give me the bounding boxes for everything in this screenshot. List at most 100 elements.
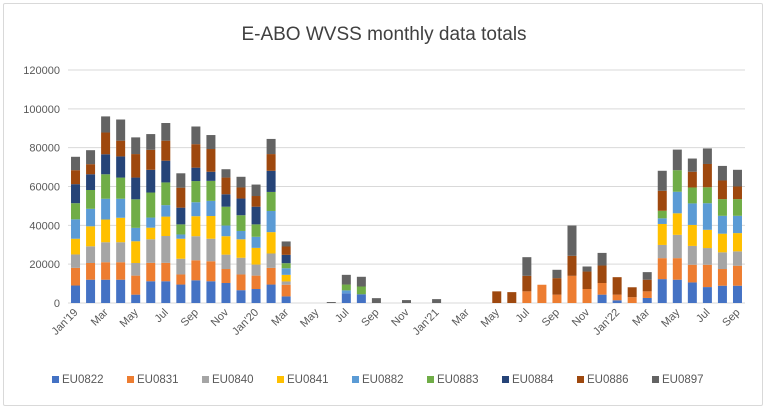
bar-segment-eu0886 — [597, 265, 607, 284]
y-tick-label: 40000 — [29, 220, 60, 232]
bar-segment-eu0822 — [161, 281, 171, 303]
bar-segment-eu0882 — [341, 290, 351, 294]
bar-segment-eu0822 — [131, 294, 141, 303]
bar-segment-eu0822 — [101, 279, 111, 303]
bar-segment-eu0886 — [567, 255, 577, 276]
chart-frame — [3, 3, 763, 406]
bar-segment-eu0882 — [657, 218, 667, 224]
bar-segment-eu0882 — [251, 236, 261, 248]
bar-segment-eu0897 — [371, 298, 381, 303]
legend-swatch-eu0822 — [52, 376, 59, 383]
bar-segment-eu0841 — [191, 216, 201, 237]
bar-segment-eu0886 — [582, 271, 592, 290]
bar-segment-eu0897 — [432, 299, 442, 303]
bar-segment-eu0883 — [341, 284, 351, 291]
bar-segment-eu0831 — [627, 297, 637, 303]
legend-label-eu0884: EU0884 — [512, 374, 554, 386]
bar-segment-eu0883 — [221, 206, 231, 226]
bar-segment-eu0897 — [206, 135, 216, 150]
bar-segment-eu0822 — [251, 289, 261, 303]
bar-segment-eu0831 — [161, 262, 171, 282]
y-tick-label: 120000 — [23, 65, 60, 77]
bar-segment-eu0840 — [101, 242, 111, 263]
bar-segment-eu0831 — [567, 275, 577, 303]
bar-segment-eu0882 — [146, 217, 156, 228]
bar-segment-eu0886 — [657, 190, 667, 211]
bar-segment-eu0886 — [161, 140, 171, 161]
bar-segment-eu0822 — [266, 284, 276, 303]
bar-segment-eu0840 — [266, 253, 276, 268]
bar-segment-eu0886 — [687, 171, 697, 188]
bar-segment-eu0897 — [71, 156, 81, 171]
legend-swatch-eu0831 — [127, 376, 134, 383]
bar-segment-eu0897 — [251, 184, 261, 197]
bar-segment-eu0822 — [732, 285, 742, 303]
x-tick-label: Sep — [540, 307, 562, 329]
bar-segment-eu0897 — [642, 272, 652, 280]
bar-segment-eu0884 — [191, 167, 201, 182]
bar-segment-eu0886 — [522, 275, 532, 292]
x-tick-label: Nov — [389, 306, 412, 329]
bar-segment-eu0831 — [101, 262, 111, 280]
bar-segment-eu0886 — [507, 292, 517, 303]
legend-label-eu0822: EU0822 — [62, 374, 104, 386]
bar-segment-eu0840 — [657, 244, 667, 259]
bar-segment-eu0886 — [702, 163, 712, 188]
bar-segment-eu0841 — [702, 229, 712, 249]
bar-segment-eu0822 — [717, 285, 727, 303]
bar-segment-eu0841 — [221, 236, 231, 255]
bar-segment-eu0831 — [672, 258, 682, 280]
bar-segment-eu0897 — [221, 169, 231, 178]
bar-segment-eu0841 — [101, 219, 111, 243]
bar-segment-eu0883 — [161, 182, 171, 206]
bar-segment-eu0884 — [176, 207, 186, 225]
legend-label-eu0882: EU0882 — [362, 374, 404, 386]
bar-segment-eu0886 — [206, 149, 216, 172]
bar-segment-eu0884 — [146, 169, 156, 193]
bar-segment-eu0841 — [672, 213, 682, 235]
bar-segment-eu0840 — [206, 238, 216, 262]
bar-segment-eu0886 — [176, 187, 186, 208]
bar-segment-eu0822 — [86, 279, 96, 303]
x-tick-label: Jan'21 — [411, 307, 442, 338]
bar-segment-eu0884 — [131, 177, 141, 200]
bar-segment-eu0897 — [266, 138, 276, 155]
bar-segment-eu0822 — [116, 279, 126, 303]
bar-segment-eu0831 — [612, 294, 622, 301]
bar-segment-eu0897 — [116, 119, 126, 141]
bar-segment-eu0831 — [717, 269, 727, 286]
x-tick-label: Jul — [152, 307, 170, 325]
bar-segment-eu0883 — [281, 263, 291, 269]
bar-segment-eu0883 — [717, 199, 727, 216]
bar-segment-eu0882 — [206, 200, 216, 217]
bar-segment-eu0884 — [206, 171, 216, 181]
bar-segment-eu0886 — [732, 186, 742, 200]
bar-segment-eu0840 — [221, 254, 231, 270]
bar-segment-eu0886 — [642, 279, 652, 292]
bar-segment-eu0822 — [146, 281, 156, 303]
bar-segment-eu0840 — [146, 239, 156, 263]
bar-segment-eu0822 — [657, 279, 667, 303]
bar-segment-eu0831 — [206, 261, 216, 282]
x-tick-label: Nov — [570, 306, 593, 329]
x-tick-label: May — [118, 306, 142, 330]
bar-segment-eu0840 — [687, 245, 697, 265]
bar-segment-eu0884 — [221, 194, 231, 207]
legend-swatch-eu0897 — [652, 376, 659, 383]
bar-segment-eu0897 — [582, 266, 592, 272]
bar-segment-eu0841 — [86, 226, 96, 247]
legend-label-eu0897: EU0897 — [662, 374, 704, 386]
bar-segment-eu0886 — [717, 180, 727, 200]
bar-segment-eu0831 — [552, 294, 562, 303]
bar-segment-eu0886 — [101, 132, 111, 155]
bar-segment-eu0822 — [221, 283, 231, 303]
bar-segment-eu0886 — [191, 144, 201, 168]
bar-segment-eu0822 — [176, 284, 186, 303]
legend-swatch-eu0884 — [502, 376, 509, 383]
bar-segment-eu0883 — [732, 199, 742, 216]
bar-segment-eu0822 — [281, 296, 291, 303]
y-tick-label: 0 — [54, 298, 60, 310]
bar-segment-eu0886 — [612, 277, 622, 295]
bar-segment-eu0841 — [236, 239, 246, 258]
bar-segment-eu0883 — [206, 180, 216, 201]
